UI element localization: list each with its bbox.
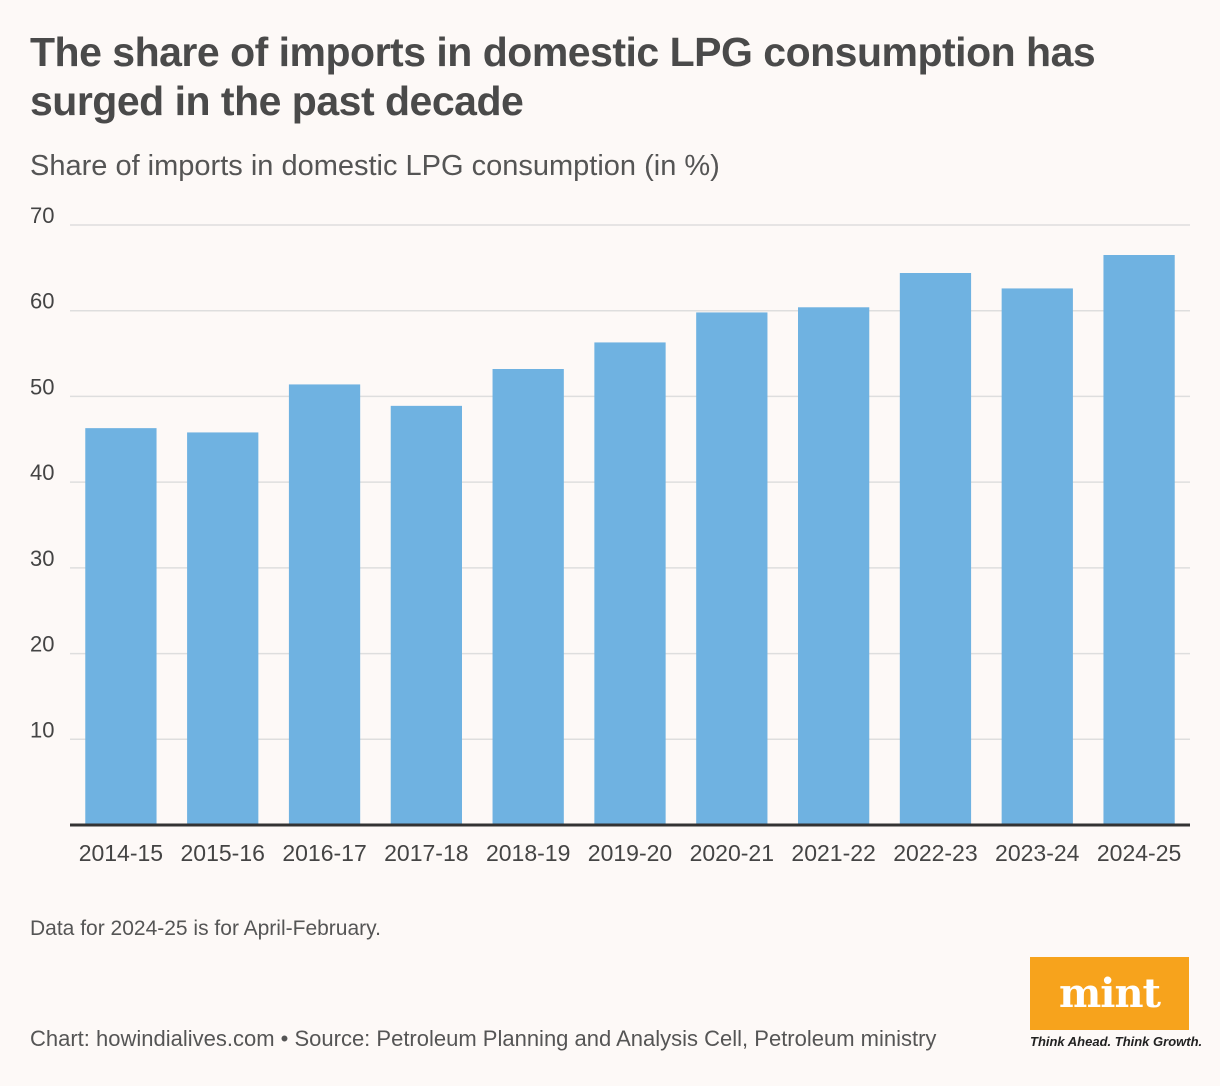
y-tick-label: 30: [30, 546, 54, 571]
bar: [288, 384, 361, 825]
bar: [85, 428, 157, 825]
y-tick-label: 10: [30, 717, 54, 742]
logo-tagline: Think Ahead. Think Growth.: [1030, 1034, 1203, 1049]
x-tick-label: 2020-21: [690, 840, 774, 866]
y-tick-label: 40: [30, 460, 54, 485]
y-tick-label: 50: [30, 374, 54, 399]
mint-logo: mint: [1030, 957, 1189, 1030]
x-tick-label: 2018-19: [486, 840, 570, 866]
bar: [899, 273, 972, 825]
footnote: Data for 2024-25 is for April-February.: [30, 917, 381, 940]
chart-subtitle: Share of imports in domestic LPG consump…: [30, 150, 720, 182]
y-tick-label: 70: [30, 203, 54, 228]
bar: [1103, 255, 1175, 825]
x-tick-label: 2014-15: [79, 840, 163, 866]
y-tick-label: 20: [30, 632, 54, 657]
x-tick-label: 2024-25: [1097, 840, 1181, 866]
x-tick-label: 2015-16: [181, 840, 265, 866]
source-credit: Chart: howindialives.com • Source: Petro…: [30, 1026, 937, 1051]
bar: [798, 307, 870, 825]
x-tick-label: 2022-23: [893, 840, 977, 866]
bar: [594, 342, 666, 825]
bar: [390, 405, 462, 825]
bar: [492, 369, 564, 825]
bar: [1001, 288, 1073, 825]
logo-text: mint: [1058, 970, 1161, 1017]
chart-title: The share of imports in domestic LPG con…: [30, 29, 1096, 124]
x-tick-label: 2019-20: [588, 840, 672, 866]
x-tick-label: 2021-22: [791, 840, 875, 866]
bar: [187, 432, 259, 825]
y-tick-label: 60: [30, 289, 54, 314]
x-tick-label: 2016-17: [282, 840, 366, 866]
x-tick-label: 2017-18: [384, 840, 468, 866]
bar: [696, 312, 768, 825]
bar-chart: 10 20 30 40 50 60 70 2014-15 2015-16 2016-17 2017-…: [30, 203, 1190, 866]
x-tick-label: 2023-24: [995, 840, 1080, 866]
